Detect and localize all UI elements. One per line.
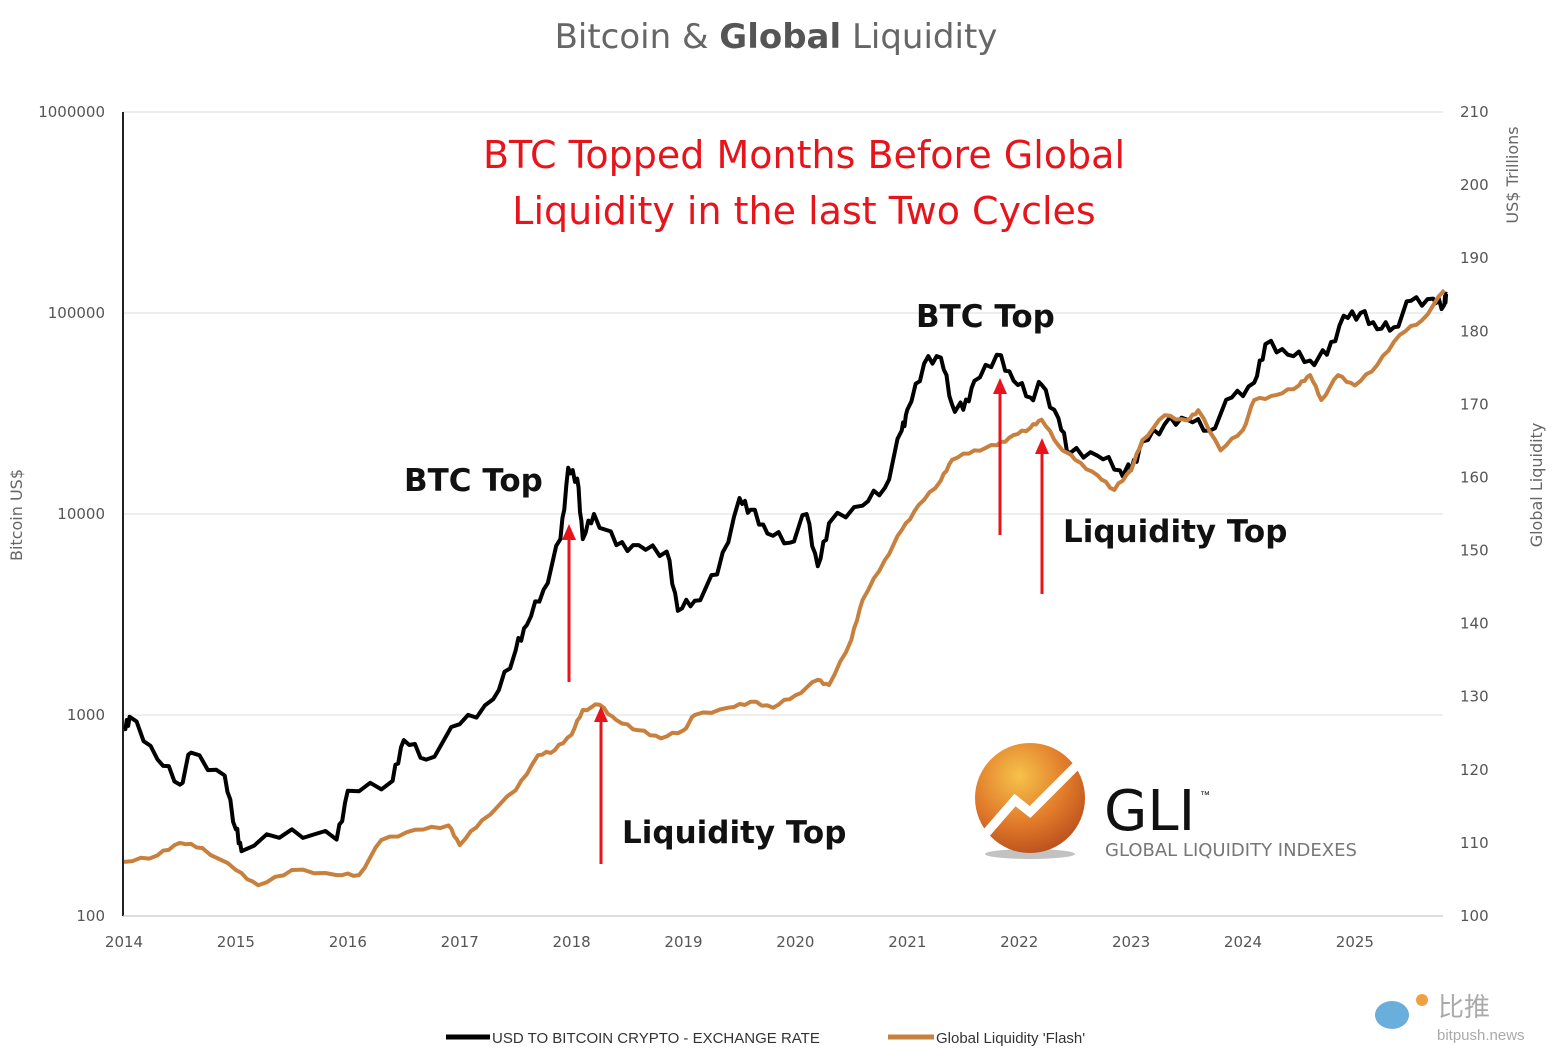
x-tick-label: 2025 [1336, 933, 1374, 951]
left-y-tick-label: 100 [76, 907, 105, 925]
x-tick-label: 2018 [553, 933, 591, 951]
watermark-cn: 比推 [1438, 992, 1490, 1022]
x-tick-label: 2022 [1000, 933, 1038, 951]
bird-icon [1375, 1001, 1409, 1029]
right-y-tick-label: 170 [1460, 395, 1489, 413]
right-y-tick-label: 140 [1460, 615, 1489, 633]
left-axis-label: Bitcoin US$ [7, 469, 26, 561]
right-y-tick-label: 120 [1460, 761, 1489, 779]
chart-title: Bitcoin & Global Liquidity [555, 17, 998, 57]
logo-globe-icon [975, 743, 1085, 853]
x-tick-label: 2017 [441, 933, 479, 951]
x-tick-label: 2020 [776, 933, 814, 951]
right-y-tick-label: 100 [1460, 907, 1489, 925]
x-tick-label: 2019 [664, 933, 702, 951]
legend-label-liquidity: Global Liquidity 'Flash' [936, 1030, 1085, 1047]
legend: USD TO BITCOIN CRYPTO - EXCHANGE RATE Gl… [446, 1030, 1085, 1047]
logo-trend-icon [978, 758, 1084, 841]
legend-label-btc: USD TO BITCOIN CRYPTO - EXCHANGE RATE [492, 1030, 820, 1047]
right-y-tick-label: 180 [1460, 322, 1489, 340]
annotation-btc-top-2021: BTC Top [916, 299, 1055, 335]
arrowhead-icon [993, 378, 1007, 394]
logo-tm: ™ [1200, 790, 1210, 801]
arrowhead-icon [562, 524, 576, 540]
right-y-tick-label: 200 [1460, 176, 1489, 194]
annotation-btc-top-2017: BTC Top [404, 463, 543, 499]
subtitle-line-1: BTC Topped Months Before Global [483, 133, 1125, 177]
right-y-tick-label: 110 [1460, 834, 1489, 852]
x-tick-label: 2014 [105, 933, 143, 951]
right-y-tick-label: 130 [1460, 688, 1489, 706]
series-lines [123, 288, 1449, 888]
x-tick-label: 2021 [888, 933, 926, 951]
right-y-tick-label: 190 [1460, 249, 1489, 267]
watermark: 比推 bitpush.news [1375, 992, 1525, 1044]
left-y-tick-label: 100000 [48, 304, 105, 322]
logo-mark: GLI [1104, 779, 1195, 844]
bitcoin-coin-icon [1416, 994, 1428, 1006]
left-y-ticks: 100 1000 10000 100000 1000000 [38, 103, 105, 925]
global-liquidity-line [123, 288, 1446, 888]
right-axis-units: US$ Trillions [1503, 126, 1522, 223]
right-y-ticks: 100 110 120 130 140 150 160 170 180 190 200 210 [1460, 103, 1489, 925]
gridlines [123, 111, 1443, 716]
arrowhead-icon [594, 706, 608, 722]
left-y-tick-label: 1000000 [38, 103, 105, 121]
arrowhead-icon [1035, 438, 1049, 454]
left-y-tick-label: 10000 [57, 505, 105, 523]
annotation-liquidity-top-2018: Liquidity Top [622, 815, 846, 851]
gli-logo: GLI ™ GLOBAL LIQUIDITY INDEXES [975, 743, 1357, 861]
x-ticks: 2014 2015 2016 2017 2018 2019 2020 2021 2022 2023… [105, 933, 1374, 951]
x-tick-label: 2015 [217, 933, 255, 951]
x-tick-label: 2023 [1112, 933, 1150, 951]
right-y-tick-label: 160 [1460, 468, 1489, 486]
annotation-liquidity-top-2022: Liquidity Top [1063, 514, 1287, 550]
x-tick-label: 2016 [329, 933, 367, 951]
watermark-site: bitpush.news [1437, 1027, 1525, 1044]
left-y-tick-label: 1000 [67, 706, 105, 724]
right-y-tick-label: 150 [1460, 542, 1489, 560]
logo-name: GLOBAL LIQUIDITY INDEXES [1105, 840, 1357, 861]
subtitle-line-2: Liquidity in the last Two Cycles [512, 189, 1095, 233]
right-y-tick-label: 210 [1460, 103, 1489, 121]
right-axis-label: Global Liquidity [1527, 423, 1546, 548]
logo-shadow [985, 849, 1075, 859]
x-tick-label: 2024 [1224, 933, 1262, 951]
annotations: BTC Top Liquidity Top BTC Top Liquidity … [404, 299, 1287, 864]
btc-price-line [123, 291, 1449, 854]
